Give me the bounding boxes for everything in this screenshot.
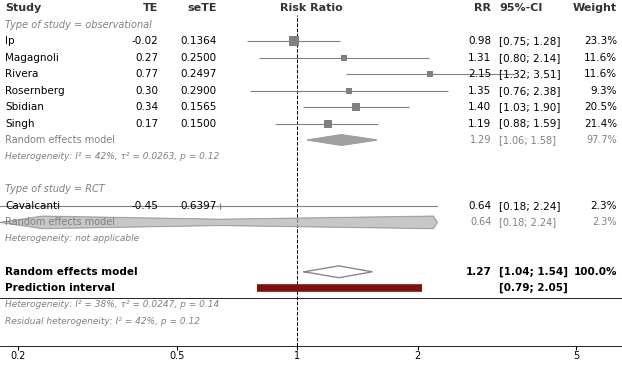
Text: Sbidian: Sbidian [5,102,44,112]
Text: 0.2497: 0.2497 [180,69,216,79]
Point [339,55,349,61]
Text: 1.29: 1.29 [470,135,491,145]
Text: 0.27: 0.27 [136,53,159,63]
Text: -0.02: -0.02 [132,36,159,46]
Text: 0.34: 0.34 [136,102,159,112]
Text: Cavalcanti: Cavalcanti [5,201,60,211]
Text: 0.64: 0.64 [470,217,491,227]
Text: [0.79; 2.05]: [0.79; 2.05] [499,283,569,293]
Text: Type of study = RCT: Type of study = RCT [5,184,104,194]
Text: Singh: Singh [5,118,34,128]
Text: 0.1565: 0.1565 [180,102,216,112]
Text: 0.64: 0.64 [468,201,491,211]
Text: [0.80; 2.14]: [0.80; 2.14] [499,53,561,63]
Text: 1.40: 1.40 [468,102,491,112]
Text: 0.77: 0.77 [136,69,159,79]
Text: 1.35: 1.35 [468,86,491,96]
Polygon shape [307,135,377,145]
Text: [0.75; 1.28]: [0.75; 1.28] [499,36,561,46]
Polygon shape [0,216,437,229]
Text: [1.03; 1.90]: [1.03; 1.90] [499,102,561,112]
Text: 2.15: 2.15 [468,69,491,79]
Text: 21.4%: 21.4% [584,118,617,128]
Text: 0.30: 0.30 [136,86,159,96]
Text: 100.0%: 100.0% [573,267,617,277]
Text: -0.45: -0.45 [132,201,159,211]
Text: 9.3%: 9.3% [590,86,617,96]
Text: 1.27: 1.27 [465,267,491,277]
Text: 20.5%: 20.5% [584,102,617,112]
Text: [1.04; 1.54]: [1.04; 1.54] [499,267,569,277]
Polygon shape [304,266,373,278]
Text: 0.1364: 0.1364 [180,36,216,46]
Text: Magagnoli: Magagnoli [5,53,59,63]
Point [351,104,361,110]
Text: Risk Ratio: Risk Ratio [280,3,342,13]
Text: 1.19: 1.19 [468,118,491,128]
Text: 0.17: 0.17 [136,118,159,128]
Text: Random effects model: Random effects model [5,217,115,227]
Text: Weight: Weight [573,3,617,13]
Point [215,203,225,209]
Text: Heterogeneity: I² = 38%, τ² = 0.0247, p = 0.14: Heterogeneity: I² = 38%, τ² = 0.0247, p … [5,300,219,309]
Point [425,71,435,77]
Text: 2.3%: 2.3% [590,201,617,211]
Text: 0.2500: 0.2500 [180,53,216,63]
Text: 11.6%: 11.6% [584,53,617,63]
Text: RR: RR [475,3,491,13]
Text: Residual heterogeneity: I² = 42%, p = 0.12: Residual heterogeneity: I² = 42%, p = 0.… [5,317,200,326]
Text: 0.2900: 0.2900 [180,86,216,96]
Text: Study: Study [5,3,41,13]
Text: 95%-CI: 95%-CI [499,3,543,13]
Text: Prediction interval: Prediction interval [5,283,115,293]
Text: Rosernberg: Rosernberg [5,86,65,96]
Text: Heterogeneity: not applicable: Heterogeneity: not applicable [5,234,139,243]
Text: 0.98: 0.98 [468,36,491,46]
Text: Type of study = observational: Type of study = observational [5,20,152,30]
Text: Random effects model: Random effects model [5,135,115,145]
Text: seTE: seTE [187,3,216,13]
Text: 2.3%: 2.3% [593,217,617,227]
Text: [0.18; 2.24]: [0.18; 2.24] [499,217,557,227]
Text: [1.06; 1.58]: [1.06; 1.58] [499,135,557,145]
Text: 23.3%: 23.3% [584,36,617,46]
Text: 1.31: 1.31 [468,53,491,63]
Text: 97.7%: 97.7% [587,135,617,145]
Text: Random effects model: Random effects model [5,267,137,277]
Text: [0.76; 2.38]: [0.76; 2.38] [499,86,561,96]
Text: 0.1500: 0.1500 [180,118,216,128]
Text: [0.18; 2.24]: [0.18; 2.24] [499,201,561,211]
Text: [1.32; 3.51]: [1.32; 3.51] [499,69,561,79]
Point [289,38,299,44]
Text: 0.6397: 0.6397 [180,201,216,211]
Text: [0.88; 1.59]: [0.88; 1.59] [499,118,561,128]
Text: TE: TE [143,3,159,13]
Text: 11.6%: 11.6% [584,69,617,79]
Text: Heterogeneity: I² = 42%, τ² = 0.0263, p = 0.12: Heterogeneity: I² = 42%, τ² = 0.0263, p … [5,152,219,161]
Text: Ip: Ip [5,36,14,46]
Point [323,121,333,127]
Point [345,88,355,93]
Text: Rivera: Rivera [5,69,39,79]
